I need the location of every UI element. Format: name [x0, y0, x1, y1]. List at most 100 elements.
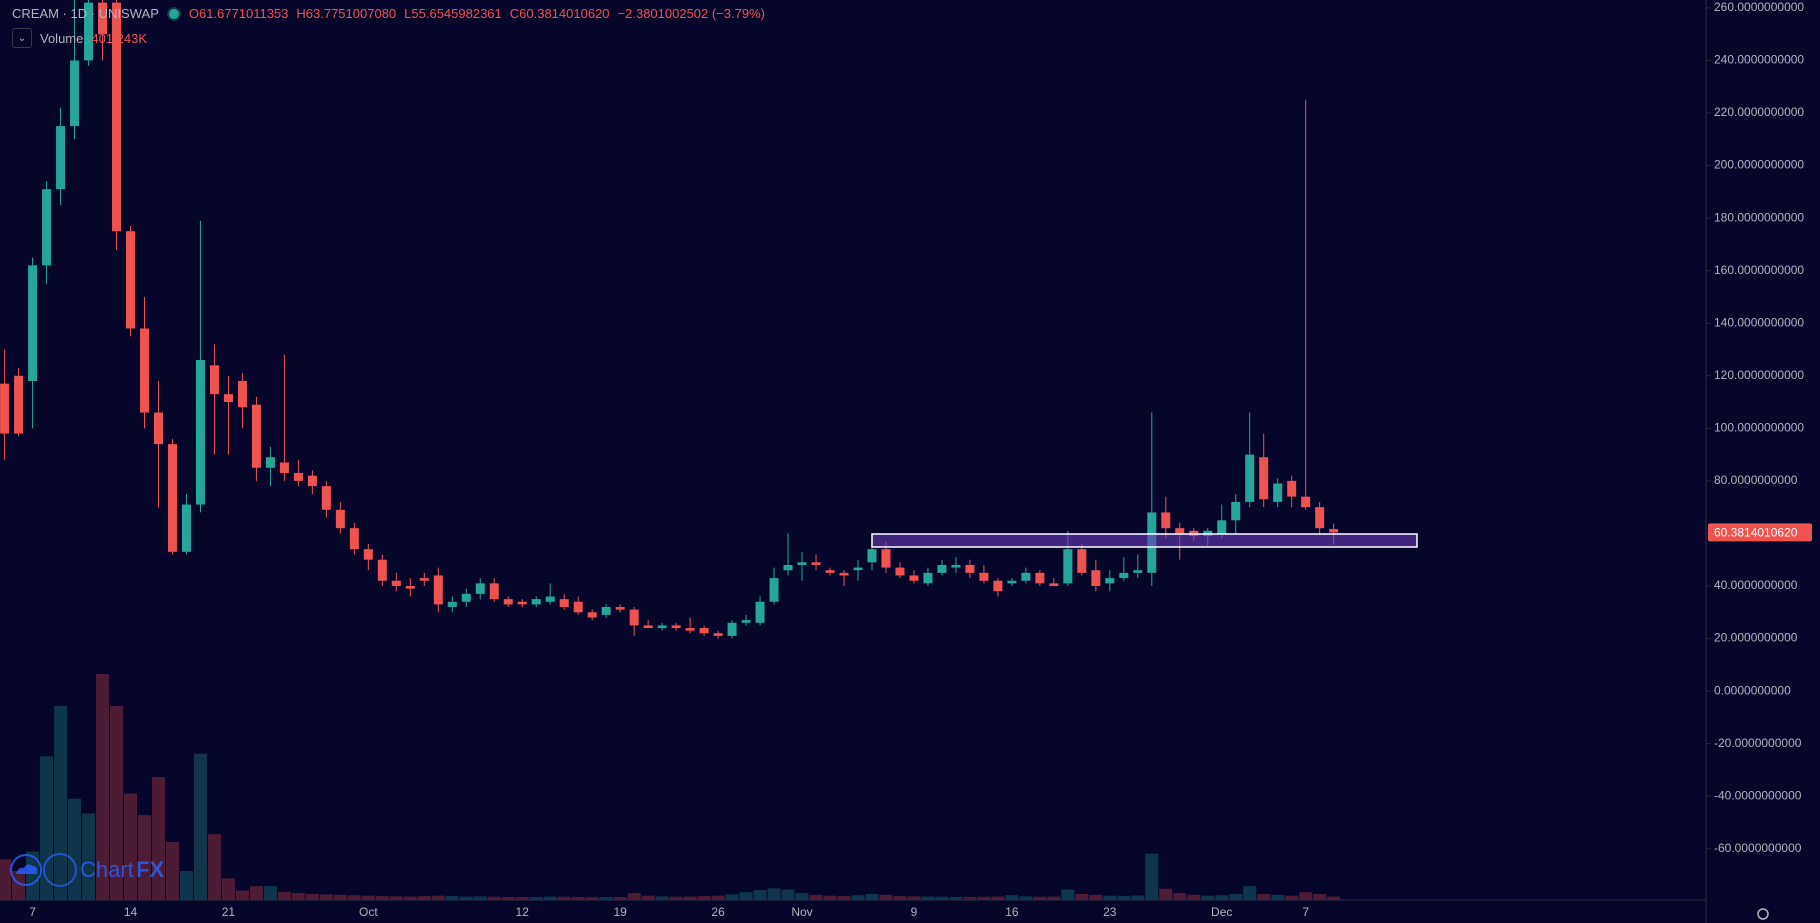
candle-body — [895, 567, 905, 576]
candle-body — [1119, 572, 1129, 579]
candle-body — [209, 365, 219, 395]
volume-bar — [795, 893, 809, 900]
candle-body — [853, 567, 863, 571]
volume-bar — [1117, 895, 1131, 900]
volume-bar — [585, 897, 599, 900]
candle-body — [1329, 529, 1339, 533]
candle-body — [279, 462, 289, 473]
volume-bar — [921, 896, 935, 900]
volume-bar — [739, 892, 753, 900]
volume-bar — [1145, 853, 1159, 900]
y-tick-label: 40.0000000000 — [1714, 578, 1798, 592]
candle-body — [223, 394, 233, 403]
y-tick-label: 160.0000000000 — [1714, 263, 1804, 277]
x-tick-label: 16 — [1005, 905, 1019, 919]
volume-bar — [277, 891, 291, 900]
volume-bar — [333, 894, 347, 900]
settings-icon[interactable] — [1757, 908, 1769, 920]
volume-bar — [823, 895, 837, 900]
volume-bar — [1201, 895, 1215, 900]
volume-bar — [879, 894, 893, 900]
candle-body — [140, 328, 149, 413]
volume-bar — [165, 841, 179, 900]
volume-bar — [40, 756, 54, 900]
legend-row: CREAM · 1D · UNISWAP O61.6771011353 H63.… — [12, 6, 765, 21]
volume-bar — [1089, 894, 1103, 900]
symbol: CREAM · 1D · UNISWAP — [12, 6, 159, 21]
candle-body — [587, 612, 597, 618]
x-tick-label: Nov — [791, 905, 812, 919]
candle-body — [867, 549, 877, 563]
x-tick-label: 9 — [911, 905, 918, 919]
candle-body — [1091, 570, 1101, 586]
volume-bar — [753, 890, 767, 900]
candle-body — [153, 412, 163, 445]
candle-body — [769, 578, 779, 602]
volume-bar — [54, 706, 68, 900]
candle-body — [643, 625, 653, 629]
candle-body — [1021, 572, 1031, 581]
volume-bar — [893, 896, 907, 900]
volume-bar — [1061, 889, 1075, 900]
candle-body — [699, 628, 709, 634]
candle-body — [993, 580, 1003, 592]
x-tick-label: 21 — [222, 905, 236, 919]
volume-bar — [1285, 895, 1299, 900]
volume-bar — [221, 878, 235, 900]
candle-body — [419, 578, 429, 581]
volume-bar — [431, 895, 445, 900]
candle-body — [56, 126, 66, 190]
candle-body — [377, 559, 387, 581]
low-label: L55.6545982361 — [404, 6, 502, 21]
candle-body — [727, 622, 737, 636]
volume-bar — [641, 895, 655, 900]
volume-bar — [1257, 893, 1271, 900]
volume-bar — [96, 674, 110, 900]
volume-bar — [725, 894, 739, 900]
candle-body — [783, 564, 793, 571]
candle-body — [741, 620, 751, 623]
volume-bar — [124, 793, 138, 900]
volume-bar — [445, 896, 459, 900]
volume-bar — [403, 896, 417, 900]
candle-body — [28, 265, 38, 382]
volume-bar — [991, 896, 1005, 900]
status-dot — [166, 6, 181, 21]
gear[interactable] — [1757, 908, 1769, 920]
candle-body — [195, 360, 205, 505]
volume-bar — [1313, 893, 1327, 900]
volume-bar — [68, 798, 82, 900]
collapse-button[interactable]: ⌄ — [12, 28, 32, 48]
candle-body — [951, 564, 961, 568]
price-zone — [871, 533, 1418, 548]
y-tick-label: 240.0000000000 — [1714, 53, 1804, 67]
volume-bar — [1103, 895, 1117, 900]
y-tick-label: 0.0000000000 — [1714, 683, 1791, 697]
volume-bar — [907, 896, 921, 900]
volume-bar — [1159, 888, 1173, 900]
candle-body — [629, 609, 639, 626]
candle-body — [545, 596, 555, 602]
volume-bar — [837, 896, 851, 900]
watermark-ring — [43, 853, 77, 887]
y-tick-label: -40.0000000000 — [1714, 788, 1802, 802]
volume-bar — [361, 895, 375, 900]
candle-body — [503, 599, 513, 605]
candle-body — [84, 2, 94, 61]
x-tick-label: 7 — [1302, 905, 1309, 919]
volume-bar — [1243, 886, 1257, 900]
volume-bar — [473, 896, 487, 900]
candles — [0, 0, 1339, 639]
candle-body — [1259, 457, 1269, 500]
volume-bar — [557, 896, 571, 900]
candle-body — [237, 381, 247, 408]
candle-body — [475, 583, 485, 594]
volume-bar — [809, 894, 823, 900]
candle-body — [433, 575, 443, 605]
volume-bar — [683, 896, 697, 900]
volume-bar — [935, 896, 949, 900]
candle-body — [1231, 501, 1241, 521]
volume-bar — [781, 889, 795, 900]
volume-bar — [249, 886, 263, 900]
candle-body — [42, 189, 52, 266]
